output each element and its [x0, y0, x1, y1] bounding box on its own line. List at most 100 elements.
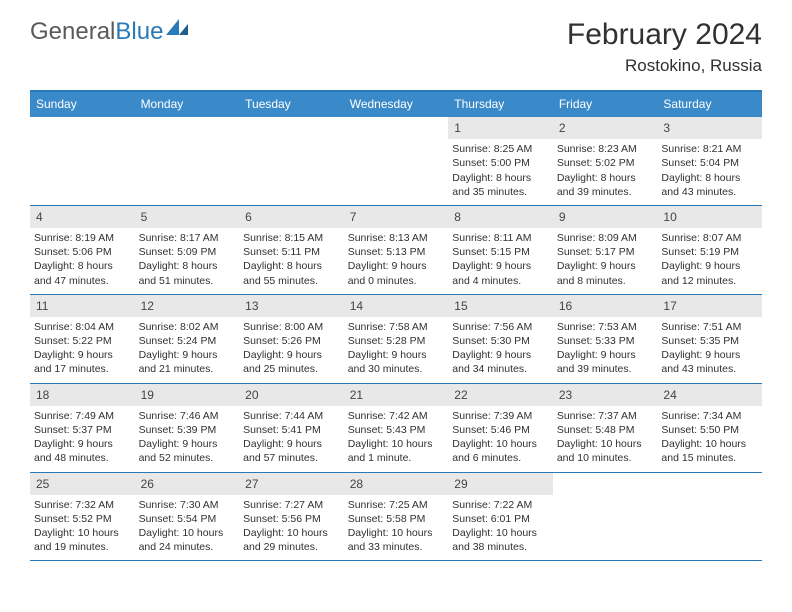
day-daylight1: Daylight: 9 hours	[452, 259, 549, 273]
calendar-day: 29Sunrise: 7:22 AMSunset: 6:01 PMDayligh…	[448, 473, 553, 561]
day-daylight1: Daylight: 8 hours	[661, 171, 758, 185]
day-number: 24	[657, 384, 762, 406]
day-sunrise: Sunrise: 7:34 AM	[661, 409, 758, 423]
day-daylight1: Daylight: 10 hours	[34, 526, 131, 540]
day-sunset: Sunset: 5:09 PM	[139, 245, 236, 259]
logo-text-2: Blue	[115, 18, 163, 46]
calendar-day: 9Sunrise: 8:09 AMSunset: 5:17 PMDaylight…	[553, 206, 658, 294]
weeks-container: 1Sunrise: 8:25 AMSunset: 5:00 PMDaylight…	[30, 117, 762, 561]
day-number: 8	[448, 206, 553, 228]
day-sunrise: Sunrise: 7:25 AM	[348, 498, 445, 512]
day-sunrise: Sunrise: 8:13 AM	[348, 231, 445, 245]
day-number: 6	[239, 206, 344, 228]
day-sunset: Sunset: 5:11 PM	[243, 245, 340, 259]
calendar-day: 25 Sunrise: 7:32 AMSunset: 5:52 PMDayligh…	[30, 473, 135, 561]
day-sunset: Sunset: 5:58 PM	[348, 512, 445, 526]
day-daylight2: and 43 minutes.	[661, 185, 758, 199]
day-daylight2: and 10 minutes.	[557, 451, 654, 465]
calendar-day: 21Sunrise: 7:42 AMSunset: 5:43 PMDayligh…	[344, 384, 449, 472]
day-sunset: Sunset: 5:37 PM	[34, 423, 131, 437]
day-number: 25	[30, 473, 135, 495]
day-daylight1: Daylight: 8 hours	[557, 171, 654, 185]
calendar-day: 7Sunrise: 8:13 AMSunset: 5:13 PMDaylight…	[344, 206, 449, 294]
day-daylight1: Daylight: 8 hours	[139, 259, 236, 273]
day-sunrise: Sunrise: 7:51 AM	[661, 320, 758, 334]
day-number: 15	[448, 295, 553, 317]
day-daylight1: Daylight: 9 hours	[557, 348, 654, 362]
day-daylight2: and 35 minutes.	[452, 185, 549, 199]
day-daylight1: Daylight: 10 hours	[452, 526, 549, 540]
calendar-day: 24Sunrise: 7:34 AMSunset: 5:50 PMDayligh…	[657, 384, 762, 472]
calendar-week: 25Sunrise: 7:32 AMSunset: 5:52 PMDayligh…	[30, 473, 762, 562]
day-sunset: Sunset: 5:19 PM	[661, 245, 758, 259]
day-sunset: Sunset: 5:28 PM	[348, 334, 445, 348]
calendar-day: 2Sunrise: 8:23 AMSunset: 5:02 PMDaylight…	[553, 117, 658, 205]
calendar-day: 15Sunrise: 7:56 AMSunset: 5:30 PMDayligh…	[448, 295, 553, 383]
day-daylight1: Daylight: 8 hours	[452, 171, 549, 185]
day-sunset: Sunset: 5:13 PM	[348, 245, 445, 259]
day-number: 21	[344, 384, 449, 406]
day-daylight2: and 19 minutes.	[34, 540, 131, 554]
calendar-week: 1Sunrise: 8:25 AMSunset: 5:00 PMDaylight…	[30, 117, 762, 206]
day-header: Monday	[135, 92, 240, 117]
day-daylight1: Daylight: 10 hours	[557, 437, 654, 451]
day-number: 19	[135, 384, 240, 406]
day-number: 18	[30, 384, 135, 406]
calendar-day: 11Sunrise: 8:04 AMSunset: 5:22 PMDayligh…	[30, 295, 135, 383]
day-header: Saturday	[657, 92, 762, 117]
day-sunset: Sunset: 5:52 PM	[34, 512, 131, 526]
day-sunset: Sunset: 5:02 PM	[557, 156, 654, 170]
day-sunrise: Sunrise: 8:00 AM	[243, 320, 340, 334]
day-daylight2: and 38 minutes.	[452, 540, 549, 554]
day-daylight1: Daylight: 10 hours	[452, 437, 549, 451]
calendar-day: 28Sunrise: 7:25 AMSunset: 5:58 PMDayligh…	[344, 473, 449, 561]
day-sunset: Sunset: 5:00 PM	[452, 156, 549, 170]
day-daylight2: and 48 minutes.	[34, 451, 131, 465]
day-sunset: Sunset: 5:33 PM	[557, 334, 654, 348]
calendar-day: 12Sunrise: 8:02 AMSunset: 5:24 PMDayligh…	[135, 295, 240, 383]
calendar-day: 23 Sunrise: 7:37 AMSunset: 5:48 PMDayligh…	[553, 384, 658, 472]
day-daylight1: Daylight: 9 hours	[139, 348, 236, 362]
title-block: February 2024 Rostokino, Russia	[567, 18, 762, 76]
day-daylight1: Daylight: 9 hours	[139, 437, 236, 451]
day-number: 9	[553, 206, 658, 228]
day-daylight1: Daylight: 9 hours	[557, 259, 654, 273]
day-daylight2: and 55 minutes.	[243, 274, 340, 288]
calendar-day: 3Sunrise: 8:21 AMSunset: 5:04 PMDaylight…	[657, 117, 762, 205]
day-sunset: Sunset: 5:06 PM	[34, 245, 131, 259]
day-number: 2	[553, 117, 658, 139]
day-sunrise: Sunrise: 7:32 AM	[34, 498, 131, 512]
day-daylight2: and 15 minutes.	[661, 451, 758, 465]
day-sunrise: Sunrise: 7:37 AM	[557, 409, 654, 423]
calendar-day: 18Sunrise: 7:49 AMSunset: 5:37 PMDayligh…	[30, 384, 135, 472]
day-daylight2: and 4 minutes.	[452, 274, 549, 288]
day-number: 11	[30, 295, 135, 317]
day-number: 14	[344, 295, 449, 317]
day-number: 16	[553, 295, 658, 317]
calendar-day: 14Sunrise: 7:58 AMSunset: 5:28 PMDayligh…	[344, 295, 449, 383]
day-daylight2: and 29 minutes.	[243, 540, 340, 554]
day-daylight1: Daylight: 9 hours	[34, 437, 131, 451]
day-daylight2: and 25 minutes.	[243, 362, 340, 376]
day-daylight1: Daylight: 9 hours	[661, 259, 758, 273]
day-daylight1: Daylight: 8 hours	[34, 259, 131, 273]
day-number: 23	[553, 384, 658, 406]
day-number: 26	[135, 473, 240, 495]
day-daylight1: Daylight: 9 hours	[452, 348, 549, 362]
calendar: Sunday Monday Tuesday Wednesday Thursday…	[30, 90, 762, 561]
calendar-week: 11Sunrise: 8:04 AMSunset: 5:22 PMDayligh…	[30, 295, 762, 384]
day-sunset: Sunset: 5:48 PM	[557, 423, 654, 437]
day-sunrise: Sunrise: 8:07 AM	[661, 231, 758, 245]
day-number: 12	[135, 295, 240, 317]
day-daylight2: and 17 minutes.	[34, 362, 131, 376]
day-daylight2: and 6 minutes.	[452, 451, 549, 465]
day-number: 5	[135, 206, 240, 228]
day-header: Sunday	[30, 92, 135, 117]
calendar-header-row: Sunday Monday Tuesday Wednesday Thursday…	[30, 92, 762, 117]
day-sunset: Sunset: 6:01 PM	[452, 512, 549, 526]
day-number: 13	[239, 295, 344, 317]
day-daylight2: and 57 minutes.	[243, 451, 340, 465]
day-daylight2: and 33 minutes.	[348, 540, 445, 554]
location: Rostokino, Russia	[567, 56, 762, 76]
calendar-day: 22Sunrise: 7:39 AMSunset: 5:46 PMDayligh…	[448, 384, 553, 472]
